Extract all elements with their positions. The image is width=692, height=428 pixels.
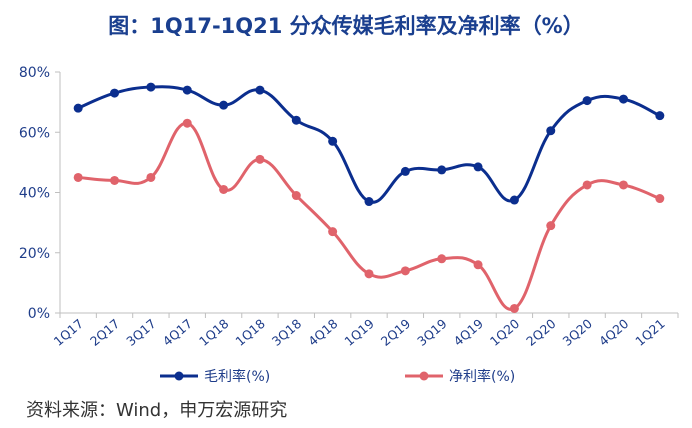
data-point-net [73, 172, 83, 182]
data-point-gross [509, 195, 519, 205]
data-point-net [546, 221, 556, 231]
data-point-gross [328, 136, 338, 146]
x-tick-label: 3Q20 [560, 316, 595, 349]
data-point-net [219, 184, 229, 194]
chart-title: 图：1Q17-1Q21 分众传媒毛利率及净利率（%） [108, 14, 584, 38]
x-tick-label: 1Q21 [632, 316, 667, 349]
x-tick-label: 1Q18 [196, 316, 231, 349]
y-tick-label: 60% [19, 125, 50, 141]
series-net [73, 118, 665, 313]
data-point-gross [473, 162, 483, 172]
x-tick-label: 1Q17 [51, 316, 86, 349]
x-tick-label: 1Q18 [232, 316, 267, 349]
data-point-gross [400, 166, 410, 176]
data-point-net [328, 227, 338, 237]
x-tick-label: 4Q17 [160, 316, 195, 349]
data-point-net [473, 260, 483, 270]
data-point-gross [437, 165, 447, 175]
data-point-gross [110, 88, 120, 98]
data-point-net [110, 175, 120, 185]
data-point-gross [73, 103, 83, 113]
y-tick-label: 80% [19, 65, 50, 81]
series-line-gross [77, 85, 661, 204]
x-tick-label: 4Q20 [596, 316, 631, 349]
legend-label-net: 净利率(%) [449, 368, 515, 385]
data-point-net [437, 254, 447, 264]
data-point-net [400, 266, 410, 276]
x-tick-label: 2Q17 [87, 316, 122, 349]
legend-label-gross: 毛利率(%) [204, 368, 270, 385]
x-tick-label: 3Q19 [414, 316, 449, 349]
data-point-gross [655, 111, 665, 121]
data-point-gross [182, 85, 192, 95]
data-point-net [618, 180, 628, 190]
data-point-gross [364, 197, 374, 207]
legend-marker-gross [174, 371, 184, 381]
data-point-gross [582, 96, 592, 106]
x-tick-label: 3Q17 [123, 316, 158, 349]
data-point-gross [291, 115, 301, 125]
x-tick-label: 2Q19 [378, 316, 413, 349]
x-tick-label: 4Q19 [451, 316, 486, 349]
series-layer [73, 82, 665, 313]
x-tick-label: 1Q19 [341, 316, 376, 349]
data-point-net [146, 172, 156, 182]
legend: 毛利率(%) 净利率(%) [160, 368, 515, 385]
data-point-gross [146, 82, 156, 92]
legend-marker-net [419, 371, 429, 381]
y-tick-label: 40% [19, 186, 50, 202]
data-point-gross [219, 100, 229, 110]
data-point-net [364, 269, 374, 279]
y-tick-label: 20% [19, 246, 50, 262]
data-point-gross [618, 94, 628, 104]
data-point-net [291, 191, 301, 201]
x-tick-label: 4Q18 [305, 316, 340, 349]
y-tick-label: 0% [28, 306, 50, 322]
axes: 0%20%40%60%80%1Q17 2Q17 3Q17 4Q17 1Q18 1Q18 3Q… [19, 65, 679, 349]
data-point-net [509, 303, 519, 313]
data-point-net [255, 154, 265, 164]
series-gross [73, 82, 665, 207]
series-line-net [78, 121, 661, 311]
data-point-net [182, 118, 192, 128]
x-tick-label: 3Q18 [269, 316, 304, 349]
source-note: 资料来源：Wind，申万宏源研究 [26, 400, 288, 421]
x-tick-label: 2Q20 [523, 316, 558, 349]
data-point-gross [546, 126, 556, 136]
data-point-gross [255, 85, 265, 95]
data-point-net [582, 180, 592, 190]
x-tick-label: 1Q20 [487, 316, 522, 349]
data-point-net [655, 194, 665, 204]
